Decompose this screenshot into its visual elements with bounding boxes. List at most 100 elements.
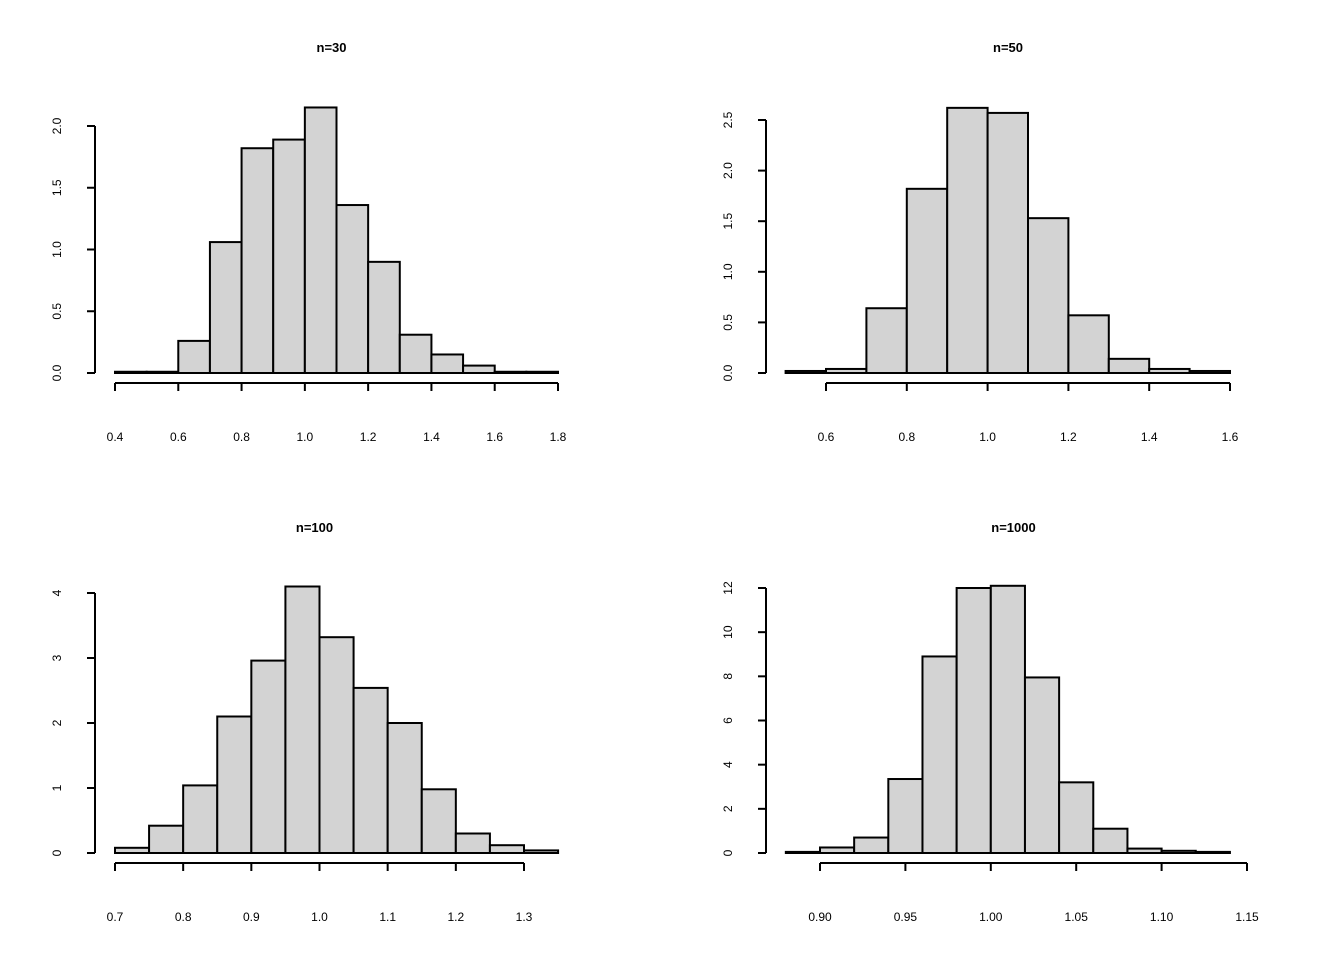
x-tick-label: 1.8: [550, 430, 567, 444]
y-tick-label: 0.0: [721, 364, 735, 381]
histogram-bar: [1067, 314, 1110, 375]
x-tick-label: 1.10: [1150, 910, 1174, 924]
histogram-bar: [462, 364, 496, 374]
x-tick-label: 1.2: [1060, 430, 1077, 444]
histogram-panel: n=50 0.6 0.8 1.0 1.2 1.4 1.6 0.0 0.5 1.0 1.5 2.0 2.5: [721, 40, 1239, 444]
histogram-bar: [825, 367, 868, 374]
y-tick-label: 1: [50, 784, 64, 791]
y-tick-label: 1.0: [50, 241, 64, 258]
y-tick-label: 8: [721, 673, 735, 680]
histogram-panel: n=30 0.4 0.6 0.8 1.0 1.2 1.4 1.6 1.8 0.0 0.5 1.0 1.5…: [50, 40, 567, 444]
histogram-bar: [284, 585, 321, 854]
y-tick-label: 6: [721, 717, 735, 724]
x-tick-label: 1.2: [360, 430, 377, 444]
x-tick-label: 1.00: [979, 910, 1003, 924]
histogram-bar: [335, 204, 370, 374]
histogram-bar: [430, 353, 465, 375]
y-tick-label: 0: [721, 849, 735, 856]
y-tick-label: 4: [721, 761, 735, 768]
histogram-bar: [240, 147, 275, 374]
x-tick-label: 0.90: [808, 910, 832, 924]
x-tick-label: 0.7: [107, 910, 124, 924]
y-tick-label: 0.5: [50, 303, 64, 320]
histogram-bar: [386, 722, 423, 854]
x-tick-label: 1.0: [311, 910, 328, 924]
histogram-bar: [493, 370, 528, 375]
x-tick-label: 1.1: [379, 910, 396, 924]
histogram-bar: [488, 844, 525, 855]
histogram-bar: [398, 333, 433, 374]
histogram-bar: [1023, 676, 1061, 854]
histogram-bar: [145, 370, 180, 375]
histogram-bar: [1148, 367, 1191, 374]
y-tick-label: 1.5: [721, 213, 735, 230]
y-tick-label: 2.0: [50, 117, 64, 134]
histogram-bar: [272, 138, 306, 374]
x-tick-label: 1.3: [516, 910, 533, 924]
x-tick-label: 0.4: [107, 430, 124, 444]
panel-title: n=1000: [991, 520, 1035, 535]
histogram-bar: [114, 846, 151, 854]
histogram-bar: [523, 849, 560, 855]
histogram-bar: [114, 370, 148, 375]
x-tick-label: 0.95: [894, 910, 918, 924]
x-tick-label: 1.4: [1141, 430, 1158, 444]
histogram-bar: [946, 106, 989, 375]
histogram-bar: [819, 846, 856, 855]
histogram-bar: [1107, 357, 1151, 375]
panel-title: n=30: [317, 40, 347, 55]
histogram-bar: [1027, 217, 1070, 374]
histogram-bar: [352, 686, 389, 855]
y-tick-label: 1.5: [50, 179, 64, 196]
histogram-bar: [216, 715, 253, 854]
histogram-bar: [525, 370, 559, 375]
histogram-bar: [921, 655, 958, 854]
histogram-bar: [182, 784, 219, 855]
x-tick-label: 0.6: [818, 430, 835, 444]
histogram-bar: [208, 241, 243, 374]
x-tick-label: 1.15: [1235, 910, 1259, 924]
histogram-bar: [420, 788, 457, 854]
panel-title: n=50: [993, 40, 1023, 55]
histogram-bar: [989, 584, 1026, 855]
x-tick-label: 1.0: [297, 430, 314, 444]
x-tick-label: 1.4: [423, 430, 440, 444]
histogram-bar: [955, 587, 992, 854]
y-tick-label: 4: [50, 589, 64, 596]
histogram-panel: n=100 0.7 0.8 0.9 1.0 1.1 1.2 1.3 0 1 2 3 4: [50, 520, 560, 924]
histogram-panel: n=1000 0.90 0.95 1.00 1.05 1.10 1.15 0 2 4 6 8 10 12: [721, 520, 1259, 924]
histogram-bar: [1092, 827, 1129, 854]
histogram-bar: [887, 778, 924, 854]
y-tick-label: 0.0: [50, 364, 64, 381]
histogram-bar: [784, 850, 822, 854]
y-tick-label: 2: [721, 805, 735, 812]
histogram-bar: [784, 369, 827, 375]
y-tick-label: 0: [50, 849, 64, 856]
y-tick-label: 3: [50, 654, 64, 661]
histogram-bar: [905, 187, 949, 374]
y-tick-label: 12: [721, 581, 735, 595]
histogram-bar: [865, 307, 908, 374]
y-tick-label: 2: [50, 719, 64, 726]
y-tick-label: 10: [721, 625, 735, 639]
x-tick-label: 0.9: [243, 910, 260, 924]
histogram-bar: [318, 636, 355, 855]
x-tick-label: 0.8: [233, 430, 250, 444]
x-tick-label: 1.6: [1222, 430, 1239, 444]
histogram-bar: [1194, 850, 1231, 854]
histogram-bar: [1188, 369, 1231, 375]
panel-title: n=100: [296, 520, 333, 535]
histogram-bar: [853, 836, 890, 855]
histogram-bar: [454, 832, 491, 854]
histogram-bar: [148, 824, 185, 855]
histogram-bar: [367, 260, 401, 375]
x-tick-label: 0.8: [175, 910, 192, 924]
histogram-bar: [1058, 781, 1095, 854]
histogram-bar: [303, 106, 338, 374]
x-tick-label: 1.6: [486, 430, 503, 444]
histogram-bar: [1160, 849, 1197, 855]
x-tick-label: 1.05: [1065, 910, 1089, 924]
y-tick-label: 0.5: [721, 314, 735, 331]
histogram-bar: [1126, 847, 1163, 854]
